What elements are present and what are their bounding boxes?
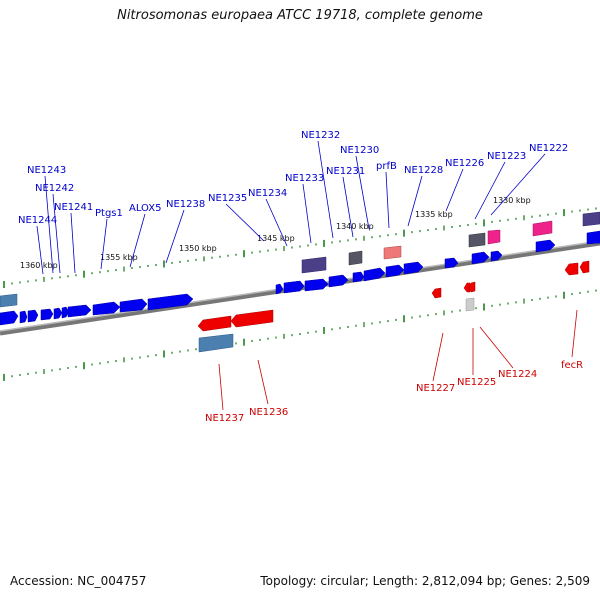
- plus-strand-labels: NE1244 NE1243 NE1242 NE1241 Ptgs1 ALOX5 …: [18, 130, 568, 275]
- gene-arrow: [352, 271, 365, 283]
- accession-text: Accession: NC_004757: [10, 574, 147, 588]
- ruler-label-1330: 1330 kbp: [493, 196, 531, 205]
- feature-box-magenta: [532, 220, 553, 237]
- gene-label-ne1241: NE1241: [54, 202, 93, 213]
- ruler-label-1340: 1340 kbp: [336, 222, 374, 231]
- gene-arrow: [61, 306, 70, 319]
- minus-strand-labels: NE1237 NE1236 NE1227 NE1225 NE1224 fecR: [205, 309, 583, 424]
- gene-arrow: [586, 230, 600, 245]
- ruler-label-1335: 1335 kbp: [415, 210, 453, 219]
- feature-box-purple: [582, 211, 600, 227]
- plus-strand-genes: [0, 230, 600, 326]
- gene-arrow: [471, 251, 490, 265]
- gene-arrow: [463, 282, 471, 293]
- gene-label-ne1242: NE1242: [35, 183, 74, 194]
- gene-arrow: [403, 261, 424, 275]
- ruler-labels: 1360 kbp 1355 kbp 1350 kbp 1345 kbp 1340…: [20, 196, 531, 270]
- map-title: Nitrosomonas europaea ATCC 19718, comple…: [117, 8, 483, 23]
- gene-arrow: [283, 280, 305, 294]
- gene-label-ne1233: NE1233: [285, 173, 324, 184]
- gene-label-ne1227: NE1227: [416, 383, 455, 394]
- gene-arrow: [328, 274, 349, 288]
- gene-arrow: [275, 283, 284, 295]
- gene-label-ne1236: NE1236: [249, 407, 288, 418]
- gene-arrow: [92, 301, 121, 316]
- gene-label-ne1225: NE1225: [457, 377, 496, 388]
- feature-box-steelblue: [0, 293, 18, 308]
- gene-label-ne1224: NE1224: [498, 369, 537, 380]
- feature-box-silver: [465, 297, 475, 312]
- ruler-label-1355: 1355 kbp: [100, 253, 138, 262]
- minus-strand-ticks: [3, 289, 597, 381]
- gene-label-ne1228: NE1228: [404, 165, 443, 176]
- gene-arrow: [535, 239, 556, 253]
- gene-arrow: [53, 307, 63, 320]
- gene-arrow: [0, 310, 19, 326]
- gene-arrow: [363, 267, 386, 282]
- plus-strand-ticks: [3, 207, 597, 288]
- gene-label-ne1231: NE1231: [326, 166, 365, 177]
- gene-arrow: [304, 278, 329, 292]
- ruler-label-1350: 1350 kbp: [179, 244, 217, 253]
- ruler-label-1360: 1360 kbp: [20, 261, 58, 270]
- gene-label-ne1237: NE1237: [205, 413, 244, 424]
- genome-metadata-text: Topology: circular; Length: 2,812,094 bp…: [260, 574, 590, 588]
- gene-label-fecr: fecR: [561, 360, 583, 371]
- gene-label-ne1222: NE1222: [529, 143, 568, 154]
- gene-arrow: [197, 315, 232, 332]
- gene-arrow: [579, 260, 590, 274]
- gene-arrow: [40, 308, 54, 321]
- gene-arrow: [385, 264, 405, 278]
- minus-strand-features: [198, 297, 475, 353]
- gene-label-ne1235: NE1235: [208, 193, 247, 204]
- gene-arrow: [119, 298, 148, 313]
- gene-label-ne1230: NE1230: [340, 145, 379, 156]
- feature-box-gray: [468, 232, 486, 248]
- gene-label-prfb: prfB: [376, 161, 397, 172]
- gene-label-ne1244: NE1244: [18, 215, 57, 226]
- gene-label-ne1243: NE1243: [27, 165, 66, 176]
- gene-arrow: [431, 287, 442, 299]
- gene-arrow: [147, 293, 194, 311]
- gene-arrow: [19, 310, 28, 324]
- gene-arrow: [230, 309, 274, 328]
- gene-arrow: [444, 257, 459, 269]
- gene-arrow: [27, 309, 39, 323]
- ruler-label-1345: 1345 kbp: [257, 234, 295, 243]
- minus-strand-genes: [197, 260, 590, 332]
- feature-box-steelblue: [198, 333, 234, 353]
- gene-label-ne1232: NE1232: [301, 130, 340, 141]
- gene-label-ne1226: NE1226: [445, 158, 484, 169]
- gene-label-ne1234: NE1234: [248, 188, 287, 199]
- gene-arrow: [67, 304, 92, 318]
- gene-arrow: [468, 281, 476, 293]
- gene-label-ne1223: NE1223: [487, 151, 526, 162]
- feature-box-salmon: [383, 245, 402, 260]
- gene-label-ptgs1: Ptgs1: [95, 208, 123, 219]
- feature-box-purple: [301, 256, 327, 274]
- plus-strand-features: [0, 211, 600, 308]
- feature-box-magenta: [487, 229, 501, 245]
- gene-arrow: [564, 262, 579, 276]
- gene-label-alox5: ALOX5: [129, 203, 162, 214]
- gene-label-ne1238: NE1238: [166, 199, 205, 210]
- gene-arrow: [490, 250, 503, 262]
- feature-box-gray: [348, 250, 363, 266]
